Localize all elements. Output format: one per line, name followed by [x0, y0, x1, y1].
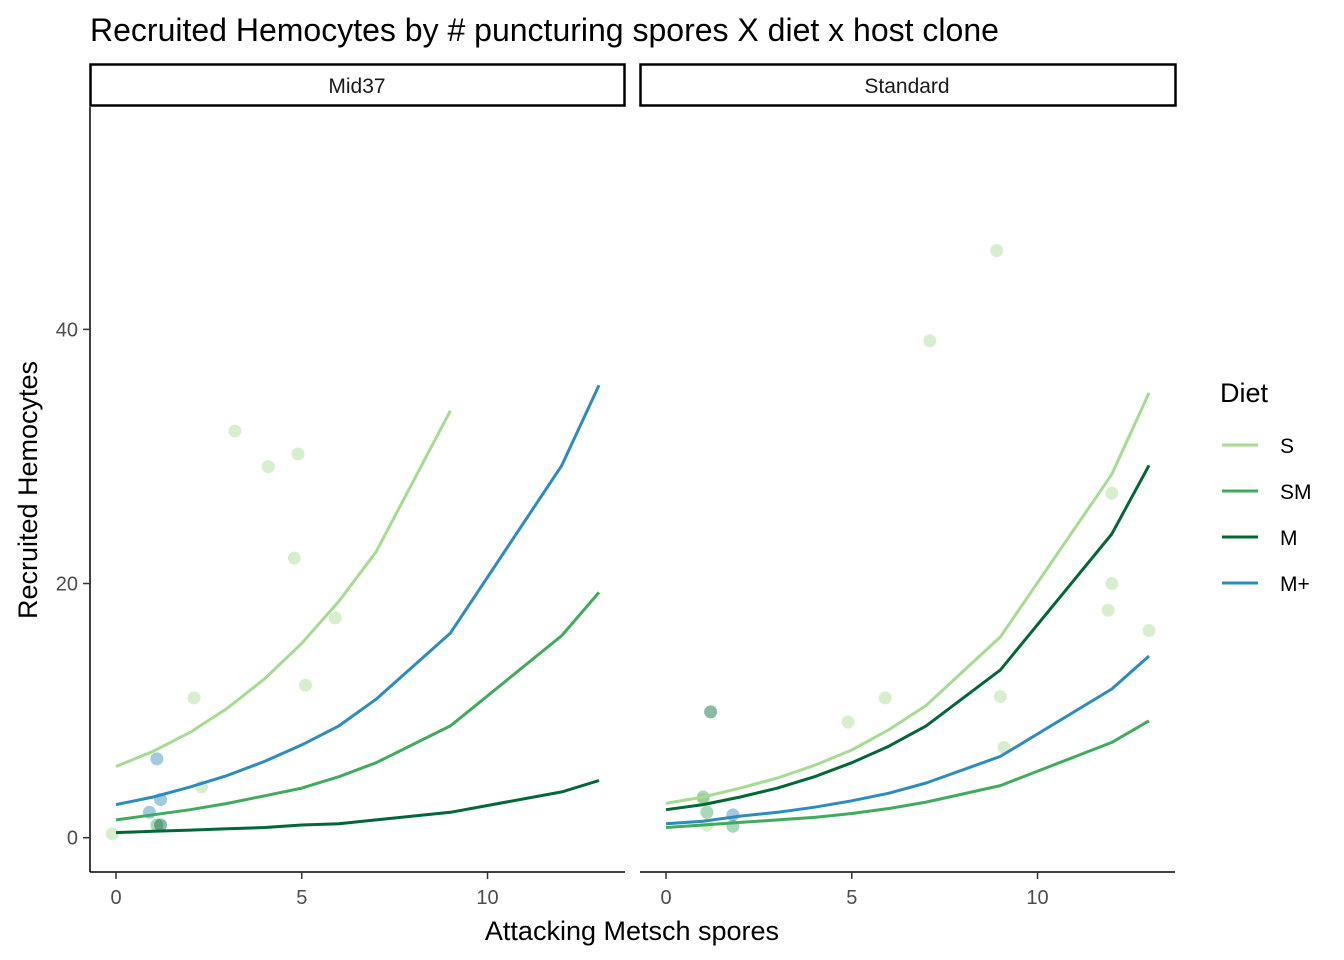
- x-tick-label-standard: 0: [660, 887, 671, 909]
- data-point-mid37-s: [328, 611, 342, 625]
- y-tick-label: 20: [56, 574, 78, 596]
- plot-panel-standard: [665, 244, 1156, 833]
- x-axes: 0 5 10 0 5 10: [90, 871, 1175, 909]
- chart-title: Recruited Hemocytes by # puncturing spor…: [90, 12, 999, 48]
- x-tick-label-mid37: 10: [476, 887, 498, 909]
- series-line-mid37-sm: [115, 591, 601, 822]
- data-point-mid37-mplus: [150, 752, 164, 766]
- strip-label-mid37: Mid37: [328, 75, 385, 98]
- data-point-standard-sm: [700, 805, 714, 819]
- legend: Diet S SM M M+: [1220, 378, 1312, 596]
- strip-mid37: [89, 63, 626, 107]
- legend-title: Diet: [1220, 378, 1269, 408]
- y-axis-title: Recruited Hemocytes: [13, 361, 43, 619]
- data-point-mid37-s: [298, 678, 312, 692]
- x-tick-label-mid37: 5: [296, 887, 307, 909]
- legend-label-s: S: [1280, 435, 1294, 458]
- x-tick-label-standard: 10: [1026, 887, 1048, 909]
- data-point-standard-s: [923, 334, 937, 348]
- series-line-mid37-mplus: [115, 384, 601, 807]
- series-line-mid37-s: [115, 410, 452, 768]
- legend-items: S SM M M+: [1222, 435, 1312, 596]
- x-axis-title: Attacking Metsch spores: [485, 916, 779, 946]
- facet-standard: Standard: [639, 63, 1177, 833]
- y-tick-label: 0: [67, 828, 78, 850]
- data-point-mid37-s: [291, 447, 305, 461]
- data-point-standard-s: [841, 715, 855, 729]
- legend-label-mplus: M+: [1280, 573, 1310, 596]
- series-line-standard-m: [665, 464, 1151, 812]
- data-point-standard-s: [878, 691, 892, 705]
- strip-label-standard: Standard: [864, 75, 949, 98]
- series-line-standard-s: [665, 392, 1151, 805]
- legend-label-m: M: [1280, 527, 1298, 550]
- data-point-mid37-s: [287, 551, 301, 565]
- legend-label-sm: SM: [1280, 481, 1312, 504]
- series-line-standard-mplus: [665, 654, 1150, 826]
- data-point-mid37-s: [105, 827, 119, 841]
- data-point-standard-mplus: [726, 808, 740, 822]
- series-line-mid37-m: [115, 779, 600, 835]
- series-line-standard-sm: [665, 719, 1150, 829]
- data-point-mid37-s: [187, 691, 201, 705]
- y-tick-label: 40: [56, 319, 78, 341]
- data-point-mid37-sm: [150, 818, 164, 832]
- plot-panel-mid37: [105, 384, 601, 841]
- x-tick-label-mid37: 0: [110, 887, 121, 909]
- data-point-standard-s: [1105, 486, 1119, 500]
- data-point-standard-m: [704, 705, 718, 719]
- data-point-mid37-s: [261, 460, 275, 474]
- facet-mid37: Mid37: [89, 63, 626, 841]
- data-point-standard-s: [993, 690, 1007, 704]
- x-tick-label-standard: 5: [846, 887, 857, 909]
- data-point-standard-s: [1105, 577, 1119, 591]
- strip-standard: [639, 63, 1177, 107]
- data-point-standard-s: [1142, 624, 1156, 638]
- y-axis: 0 20 40: [56, 107, 91, 872]
- data-point-mid37-m: [154, 818, 168, 832]
- data-point-standard-s: [1101, 603, 1115, 617]
- data-point-standard-s: [990, 244, 1004, 258]
- data-point-mid37-s: [228, 424, 242, 438]
